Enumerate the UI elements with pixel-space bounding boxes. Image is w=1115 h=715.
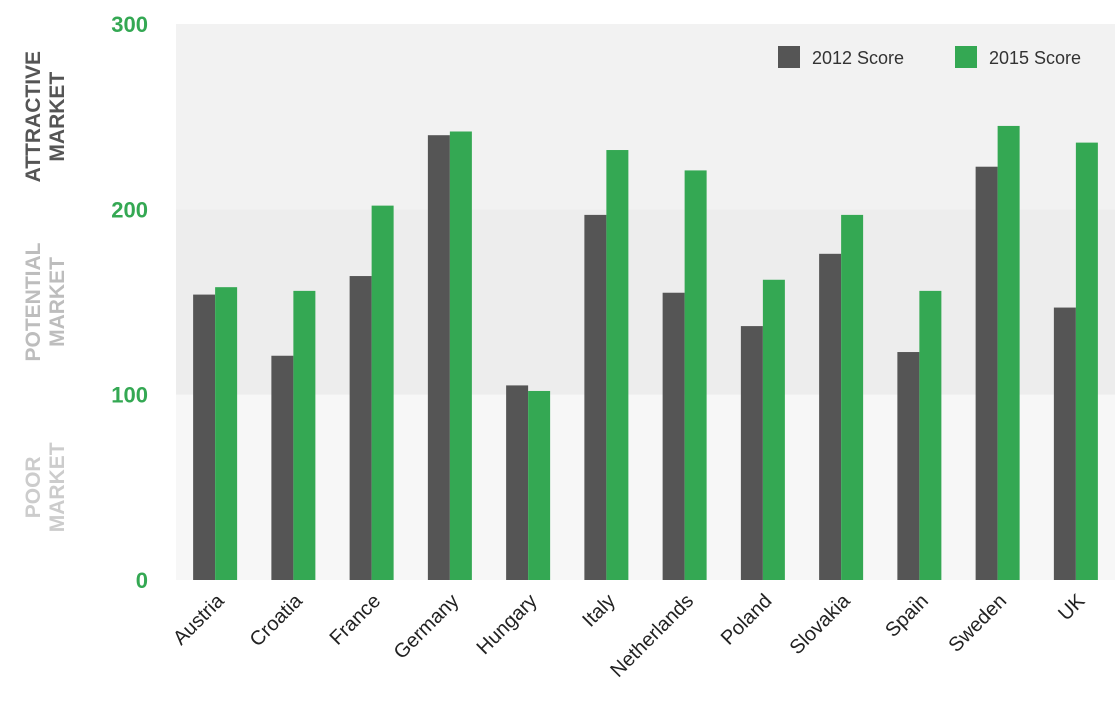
zone-band-0 <box>176 394 1115 580</box>
x-axis-ticks: Austria Croatia France Germany Hungary ItalyN… <box>169 589 1090 681</box>
zone-label-line2: MARKET <box>46 72 69 162</box>
bars <box>193 125 1098 581</box>
y-tick-label-3: 300 <box>111 12 148 37</box>
x-tick-label-poland: Poland <box>717 590 777 650</box>
y-axis-ticks: 0 100 200 300 <box>111 12 148 593</box>
bar-germany-series1 <box>427 135 450 580</box>
legend: 2012 Score 2015 Score <box>778 46 1081 68</box>
bar-netherlands-series1 <box>662 292 685 580</box>
bar-sweden-series1 <box>975 166 998 580</box>
bar-slovakia-series1 <box>819 253 842 580</box>
bar-france-series1 <box>349 276 372 580</box>
bar-austria-series2 <box>215 287 238 580</box>
zone-labels: POORMARKETPOTENTIALMARKETATTRACTIVEMARKE… <box>22 51 69 532</box>
zone-bands <box>176 24 1115 580</box>
zone-label-0: POORMARKET <box>22 442 69 532</box>
bar-poland-series1 <box>740 326 763 580</box>
bar-slovakia-series2 <box>841 214 864 581</box>
x-tick-label-austria: Austria <box>169 589 229 649</box>
y-tick-label-2: 200 <box>111 197 148 222</box>
x-tick-label-netherlands: Netherlands <box>606 590 698 682</box>
bar-france-series2 <box>371 205 394 581</box>
zone-label-1: POTENTIALMARKET <box>22 242 69 361</box>
bar-croatia-series1 <box>271 355 294 580</box>
legend-label-1: 2012 Score <box>812 48 904 68</box>
zone-label-line2: MARKET <box>46 442 69 532</box>
zone-label-line1: POTENTIAL <box>22 242 45 361</box>
bar-germany-series2 <box>449 131 472 580</box>
bar-italy-series2 <box>606 150 629 580</box>
bar-austria-series1 <box>193 294 216 580</box>
bar-italy-series1 <box>584 214 607 581</box>
zone-label-line1: ATTRACTIVE <box>22 51 45 182</box>
bar-uk-series2 <box>1075 142 1098 580</box>
bar-poland-series2 <box>762 279 785 580</box>
x-tick-label-spain: Spain <box>881 590 933 642</box>
bar-croatia-series2 <box>293 290 316 580</box>
bar-spain-series1 <box>897 352 920 580</box>
legend-swatch-1 <box>778 46 800 68</box>
legend-label-2: 2015 Score <box>989 48 1081 68</box>
x-tick-label-uk: UK <box>1054 590 1090 626</box>
bar-spain-series2 <box>919 290 942 580</box>
x-tick-label-france: France <box>326 590 386 650</box>
y-tick-label-0: 0 <box>136 568 148 593</box>
x-tick-label-croatia: Croatia <box>246 589 308 651</box>
x-tick-label-hungary: Hungary <box>473 590 542 659</box>
x-tick-label-sweden: Sweden <box>944 590 1011 657</box>
x-tick-label-italy: Italy <box>578 590 619 631</box>
bar-uk-series1 <box>1053 307 1076 580</box>
bar-netherlands-series2 <box>684 170 707 580</box>
zone-band-1 <box>176 209 1115 395</box>
x-tick-label-slovakia: Slovakia <box>786 589 856 659</box>
zone-label-2: ATTRACTIVEMARKET <box>22 51 69 182</box>
zone-label-line2: MARKET <box>46 257 69 347</box>
zone-label-line1: POOR <box>22 456 45 518</box>
x-tick-label-germany: Germany <box>390 590 464 664</box>
legend-swatch-2 <box>955 46 977 68</box>
bar-sweden-series2 <box>997 125 1020 580</box>
bar-hungary-series1 <box>506 385 529 580</box>
bar-hungary-series2 <box>528 390 551 580</box>
y-tick-label-1: 100 <box>111 383 148 408</box>
